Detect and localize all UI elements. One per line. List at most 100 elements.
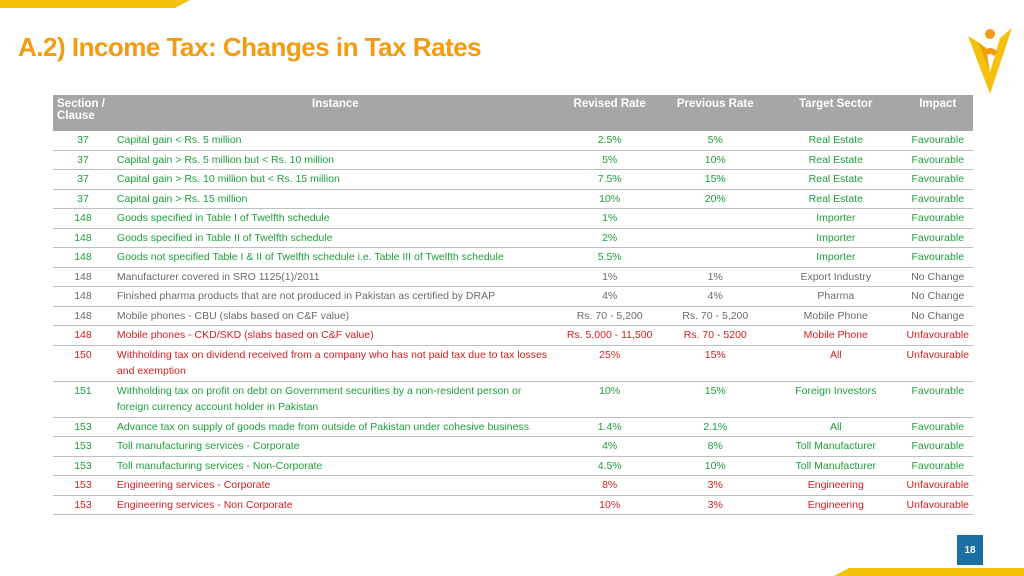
cell-instance: Capital gain > Rs. 15 million [112, 189, 558, 209]
cell-previous-rate: 20% [661, 189, 770, 209]
cell-revised-rate: 5.5% [557, 247, 662, 268]
cell-target-sector: Real Estate [769, 150, 903, 170]
cell-section: 37 [53, 150, 113, 170]
cell-impact: Unfavourable [902, 475, 973, 496]
cell-previous-rate: 10% [661, 150, 770, 170]
cell-previous-rate: Rs. 70 - 5200 [661, 325, 770, 346]
cell-revised-rate: 2.5% [557, 131, 662, 151]
cell-instance: Withholding tax on dividend received fro… [112, 345, 558, 382]
table-row: 150 Withholding tax on dividend received … [53, 345, 973, 382]
header-target-sector: Target Sector [769, 95, 903, 131]
cell-previous-rate: 4% [661, 286, 770, 307]
table-row: 153 Advance tax on supply of goods made f… [53, 417, 973, 437]
cell-instance: Manufacturer covered in SRO 1125(1)/2011 [112, 267, 558, 287]
yellow-v-logo-icon [968, 28, 1012, 94]
cell-target-sector: Toll Manufacturer [769, 456, 903, 476]
cell-target-sector: Foreign Investors [769, 381, 903, 418]
cell-section: 148 [53, 286, 113, 307]
cell-target-sector: Engineering [769, 495, 903, 515]
cell-revised-rate: 25% [557, 345, 662, 382]
table-row: 37 Capital gain > Rs. 5 million but < Rs.… [53, 150, 973, 170]
cell-impact: No Change [902, 306, 973, 326]
cell-target-sector: Real Estate [769, 169, 903, 190]
header-revised-rate: Revised Rate [557, 95, 662, 131]
top-accent-bar [0, 0, 190, 8]
cell-revised-rate: 4% [557, 436, 662, 457]
cell-instance: Engineering services - Corporate [112, 475, 558, 496]
cell-impact: Favourable [902, 247, 973, 268]
cell-previous-rate: 15% [661, 381, 770, 418]
table-row: 153 Toll manufacturing services - Non-Cor… [53, 456, 973, 476]
cell-revised-rate: 1.4% [557, 417, 662, 437]
cell-instance: Toll manufacturing services - Corporate [112, 436, 558, 457]
cell-target-sector: Real Estate [769, 189, 903, 209]
cell-section: 153 [53, 436, 113, 457]
header-instance: Instance [112, 95, 558, 131]
table-row: 153 Engineering services - Corporate 8% 3% E… [53, 475, 973, 496]
cell-section: 37 [53, 131, 113, 151]
cell-section: 148 [53, 208, 113, 229]
tax-rates-table: Section / Clause Instance Revised Rate P… [53, 95, 973, 515]
cell-previous-rate: 15% [661, 169, 770, 190]
table-row: 37 Capital gain > Rs. 10 million but < Rs… [53, 169, 973, 190]
cell-previous-rate: 8% [661, 436, 770, 457]
cell-target-sector: Mobile Phone [769, 325, 903, 346]
cell-revised-rate: 1% [557, 267, 662, 287]
cell-instance: Capital gain < Rs. 5 million [112, 131, 558, 151]
table-row: 148 Finished pharma products that are not… [53, 286, 973, 307]
cell-instance: Goods not specified Table I & II of Twel… [112, 247, 558, 268]
cell-previous-rate [661, 208, 770, 229]
cell-impact: Favourable [902, 228, 973, 248]
cell-instance: Mobile phones - CKD/SKD (slabs based on … [112, 325, 558, 346]
cell-section: 151 [53, 381, 113, 418]
cell-impact: Favourable [902, 208, 973, 229]
cell-previous-rate: Rs. 70 - 5,200 [661, 306, 770, 326]
cell-section: 148 [53, 325, 113, 346]
table-row: 148 Mobile phones - CBU (slabs based on C… [53, 306, 973, 326]
cell-previous-rate: 10% [661, 456, 770, 476]
cell-instance: Withholding tax on profit on debt on Gov… [112, 381, 558, 418]
cell-section: 150 [53, 345, 113, 382]
table-row: 153 Toll manufacturing services - Corpora… [53, 436, 973, 457]
cell-section: 37 [53, 189, 113, 209]
cell-revised-rate: Rs. 5,000 - 11,500 [557, 325, 662, 346]
page-number-badge: 18 [957, 535, 983, 565]
cell-target-sector: Engineering [769, 475, 903, 496]
table-row: 151 Withholding tax on profit on debt on … [53, 381, 973, 418]
cell-section: 153 [53, 456, 113, 476]
cell-target-sector: Mobile Phone [769, 306, 903, 326]
cell-target-sector: Importer [769, 208, 903, 229]
cell-impact: Favourable [902, 381, 973, 418]
table-row: 148 Goods specified in Table II of Twelft… [53, 228, 973, 248]
cell-revised-rate: 10% [557, 495, 662, 515]
cell-revised-rate: 4% [557, 286, 662, 307]
cell-instance: Engineering services - Non Corporate [112, 495, 558, 515]
cell-target-sector: Pharma [769, 286, 903, 307]
cell-revised-rate: 7.5% [557, 169, 662, 190]
table-row: 148 Manufacturer covered in SRO 1125(1)/2… [53, 267, 973, 287]
cell-impact: Favourable [902, 436, 973, 457]
table-row: 148 Goods specified in Table I of Twelfth… [53, 208, 973, 229]
bottom-accent-bar [834, 568, 1024, 576]
cell-instance: Finished pharma products that are not pr… [112, 286, 558, 307]
cell-impact: Favourable [902, 456, 973, 476]
cell-impact: Unfavourable [902, 325, 973, 346]
cell-target-sector: Export Industry [769, 267, 903, 287]
cell-revised-rate: 4.5% [557, 456, 662, 476]
cell-section: 153 [53, 417, 113, 437]
table-row: 37 Capital gain < Rs. 5 million 2.5% 5% Real… [53, 131, 973, 151]
cell-target-sector: Importer [769, 228, 903, 248]
cell-revised-rate: 5% [557, 150, 662, 170]
cell-impact: Favourable [902, 169, 973, 190]
cell-impact: Favourable [902, 189, 973, 209]
table-row: 148 Mobile phones - CKD/SKD (slabs based … [53, 325, 973, 346]
cell-previous-rate [661, 247, 770, 268]
cell-instance: Capital gain > Rs. 5 million but < Rs. 1… [112, 150, 558, 170]
cell-revised-rate: 10% [557, 381, 662, 418]
cell-previous-rate: 3% [661, 495, 770, 515]
cell-revised-rate: Rs. 70 - 5,200 [557, 306, 662, 326]
cell-impact: Favourable [902, 417, 973, 437]
header-previous-rate: Previous Rate [661, 95, 770, 131]
cell-instance: Capital gain > Rs. 10 million but < Rs. … [112, 169, 558, 190]
cell-target-sector: All [769, 345, 903, 382]
